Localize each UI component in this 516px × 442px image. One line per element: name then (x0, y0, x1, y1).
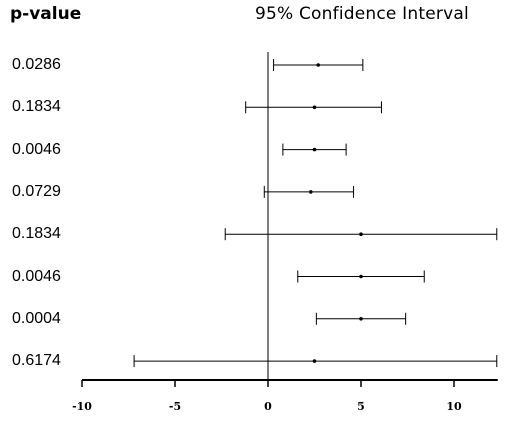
point-estimate (359, 274, 363, 279)
point-estimate (316, 63, 321, 67)
p-value-label: 0.0046 (12, 267, 61, 285)
p-value-label: 0.1834 (12, 225, 61, 243)
x-tick-label: 10 (446, 400, 462, 413)
x-tick-label: -5 (169, 400, 181, 413)
x-tick-label: 5 (357, 400, 365, 413)
p-value-label: 0.0004 (12, 309, 61, 327)
p-value-label: 0.0046 (12, 140, 61, 158)
p-value-label: 0.1834 (12, 98, 61, 116)
x-tick-label: -10 (72, 400, 92, 413)
point-estimate (359, 232, 363, 236)
p-value-label: 0.0729 (12, 182, 61, 200)
point-estimate (312, 105, 317, 110)
p-value-label: 0.0286 (12, 56, 61, 73)
point-estimate (312, 359, 317, 363)
p-value-column-header: p-value (10, 4, 82, 24)
chart-title: 95% Confidence Interval (255, 4, 469, 24)
point-estimate (359, 317, 363, 321)
point-estimate (308, 190, 313, 194)
x-tick-label: 0 (264, 400, 272, 413)
point-estimate (312, 147, 317, 152)
p-value-label: 0.6174 (12, 352, 61, 370)
